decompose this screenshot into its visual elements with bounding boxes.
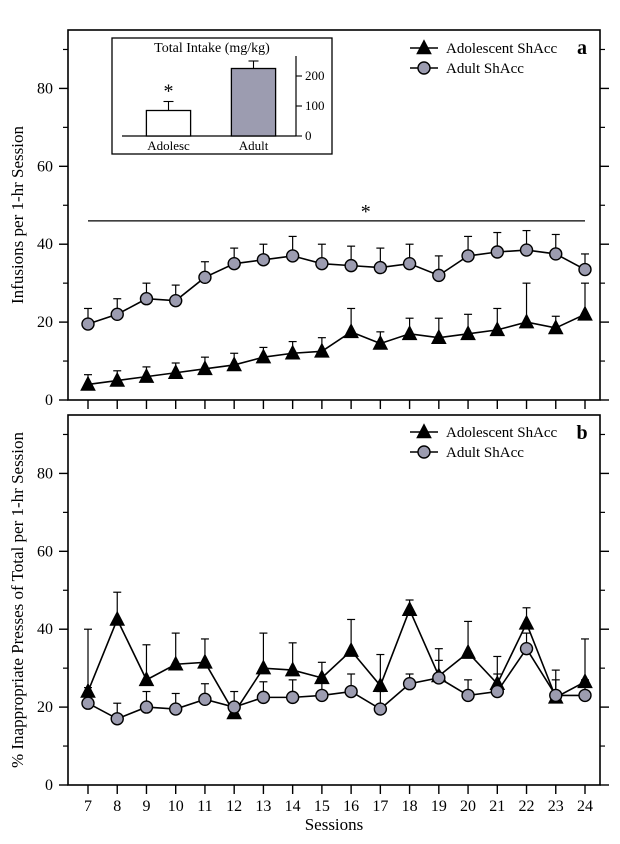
chart-svg: 020406080Infusions per 1-hr Sessiona*Ado… bbox=[0, 0, 620, 844]
svg-text:11: 11 bbox=[197, 798, 212, 815]
svg-text:Adult: Adult bbox=[239, 138, 269, 153]
svg-text:13: 13 bbox=[255, 798, 271, 815]
svg-text:8: 8 bbox=[113, 798, 121, 815]
svg-text:Total Intake (mg/kg): Total Intake (mg/kg) bbox=[154, 41, 270, 56]
chart-root: 020406080Infusions per 1-hr Sessiona*Ado… bbox=[0, 0, 620, 844]
svg-text:80: 80 bbox=[37, 465, 53, 482]
svg-text:Adult ShAcc: Adult ShAcc bbox=[446, 61, 524, 77]
svg-text:12: 12 bbox=[226, 798, 242, 815]
svg-text:b: b bbox=[576, 422, 587, 444]
svg-text:7: 7 bbox=[84, 798, 92, 815]
svg-text:17: 17 bbox=[372, 798, 388, 815]
svg-text:60: 60 bbox=[37, 543, 53, 560]
svg-text:0: 0 bbox=[305, 128, 312, 143]
svg-text:21: 21 bbox=[489, 798, 505, 815]
svg-text:0: 0 bbox=[45, 777, 53, 794]
svg-text:20: 20 bbox=[460, 798, 476, 815]
svg-text:% Inappropriate Presses of Tot: % Inappropriate Presses of Total per 1-h… bbox=[8, 431, 27, 768]
svg-text:16: 16 bbox=[343, 798, 359, 815]
svg-text:9: 9 bbox=[142, 798, 150, 815]
svg-text:24: 24 bbox=[577, 798, 593, 815]
svg-text:60: 60 bbox=[37, 158, 53, 175]
svg-text:20: 20 bbox=[37, 699, 53, 716]
svg-text:80: 80 bbox=[37, 80, 53, 97]
svg-text:15: 15 bbox=[314, 798, 330, 815]
panel-b: 0 20 40 60 80 7 8 9 10 11 12 13 14 15 16 17 18 19 20 21 22 23… bbox=[8, 415, 609, 815]
panel-a-inset: Total Intake (mg/kg) 0 100 200 Adolesc * Adult bbox=[112, 38, 332, 154]
svg-text:Adolescent ShAcc: Adolescent ShAcc bbox=[446, 425, 558, 441]
svg-text:200: 200 bbox=[305, 68, 325, 83]
svg-text:Adolesc: Adolesc bbox=[147, 138, 190, 153]
svg-text:20: 20 bbox=[37, 314, 53, 331]
svg-text:14: 14 bbox=[285, 798, 301, 815]
svg-text:*: * bbox=[164, 81, 174, 103]
svg-text:100: 100 bbox=[305, 98, 325, 113]
svg-text:22: 22 bbox=[519, 798, 535, 815]
svg-text:19: 19 bbox=[431, 798, 447, 815]
svg-text:18: 18 bbox=[402, 798, 418, 815]
svg-text:40: 40 bbox=[37, 621, 53, 638]
svg-text:0: 0 bbox=[45, 392, 53, 409]
svg-text:40: 40 bbox=[37, 236, 53, 253]
svg-text:*: * bbox=[361, 201, 371, 223]
svg-text:Adolescent ShAcc: Adolescent ShAcc bbox=[446, 41, 558, 57]
svg-text:Infusions per 1-hr Session: Infusions per 1-hr Session bbox=[8, 125, 27, 304]
panel-a: 0 20 40 60 80 Infusions per 1-hr Session a * Ado… bbox=[8, 30, 609, 409]
svg-text:23: 23 bbox=[548, 798, 564, 815]
svg-text:10: 10 bbox=[168, 798, 184, 815]
svg-text:Adult ShAcc: Adult ShAcc bbox=[446, 445, 524, 461]
svg-text:a: a bbox=[577, 37, 587, 59]
x-axis-label: Sessions bbox=[305, 815, 364, 834]
